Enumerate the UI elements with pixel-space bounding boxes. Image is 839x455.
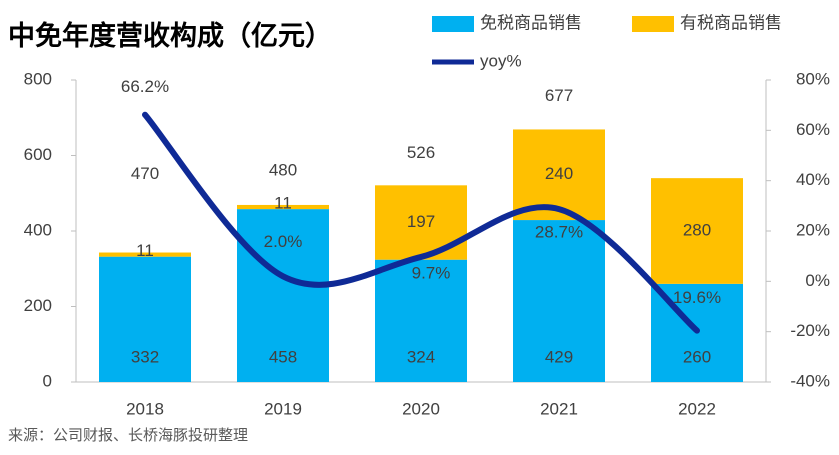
bar-value-label: 11: [136, 241, 154, 260]
y2-tick-label: 0%: [805, 271, 830, 290]
bar-value-label: 197: [407, 212, 435, 231]
y2-tick-label: -40%: [790, 371, 830, 390]
bar-value-label: 260: [683, 347, 711, 366]
x-tick-label: 2021: [540, 399, 578, 418]
bar-value-label: 11: [274, 193, 292, 212]
bar-segment: [99, 256, 191, 382]
bar-segment: [237, 204, 329, 210]
legend-label: yoy%: [480, 51, 522, 70]
bar-segment: [513, 129, 605, 221]
y-tick-label: 800: [24, 69, 52, 88]
bar-segment: [651, 178, 743, 284]
y2-tick-label: 40%: [796, 170, 830, 189]
yoy-label: 66.2%: [121, 77, 169, 96]
bar-segment: [375, 259, 467, 382]
bar-value-label: 458: [269, 347, 297, 366]
x-tick-label: 2020: [402, 399, 440, 418]
legend-label: 免税商品销售: [480, 13, 582, 32]
yoy-label: 9.7%: [412, 263, 451, 282]
bar-value-label: 324: [407, 347, 435, 366]
y2-tick-label: 80%: [796, 69, 830, 88]
y-tick-label: 200: [24, 296, 52, 315]
total-label: 526: [407, 143, 435, 162]
bar-value-label: 240: [545, 164, 573, 183]
y-tick-label: 0: [43, 371, 52, 390]
yoy-label: 28.7%: [535, 223, 583, 242]
bar-value-label: 429: [545, 347, 573, 366]
bar-value-label: 280: [683, 220, 711, 239]
x-tick-label: 2018: [126, 399, 164, 418]
total-label: 480: [269, 160, 297, 179]
bar-value-label: 332: [131, 347, 159, 366]
legend-swatch: [632, 16, 674, 32]
x-tick-label: 2022: [678, 399, 716, 418]
legend-label: 有税商品销售: [680, 13, 782, 32]
yoy-label: 19.6%: [673, 288, 721, 307]
x-tick-label: 2019: [264, 399, 302, 418]
total-label: 677: [545, 86, 573, 105]
yoy-label: 2.0%: [264, 232, 303, 251]
legend-swatch: [432, 16, 474, 32]
bar-segment: [513, 220, 605, 382]
bar-segment: [237, 209, 329, 382]
chart-title: 中免年度营收构成（亿元）: [8, 20, 332, 51]
y2-tick-label: -20%: [790, 321, 830, 340]
y2-tick-label: 60%: [796, 120, 830, 139]
yoy-line: [142, 111, 700, 334]
source-note: 来源：公司财报、长桥海豚投研整理: [8, 427, 248, 444]
y-tick-label: 600: [24, 145, 52, 164]
y2-tick-label: 20%: [796, 220, 830, 239]
y-tick-label: 400: [24, 220, 52, 239]
total-label: 470: [131, 164, 159, 183]
bar-segment: [99, 252, 191, 257]
